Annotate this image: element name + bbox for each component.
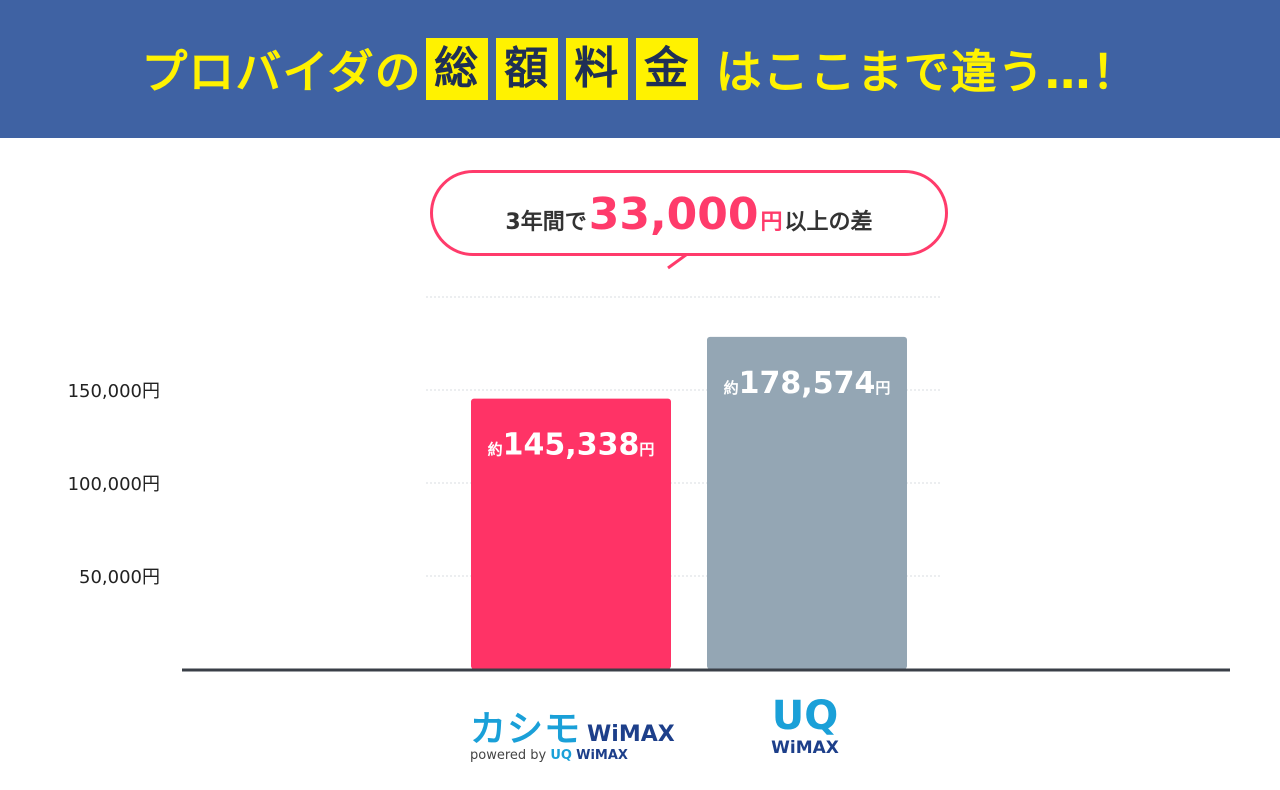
title-after: はここまで違う…！ [715, 45, 1139, 99]
title-before: プロバイダの [141, 45, 422, 99]
callout-unit: 円 [760, 210, 783, 235]
uq-wimax-logo: UQ WiMAX [755, 694, 855, 766]
kashimo-wimax-logo: カシモ WiMAX powered by UQ WiMAX [470, 700, 675, 763]
title-box-4: 金 [635, 38, 698, 100]
bar [471, 398, 671, 669]
header-banner: プロバイダの 総 額 料 金 はここまで違う…！ [0, 0, 1280, 138]
kashimo-logo-powered: powered by [470, 748, 547, 763]
y-tick-label: 100,000円 [68, 474, 160, 495]
uq-logo-wimax: WiMAX [771, 738, 839, 758]
callout-suffix: 以上の差 [784, 210, 873, 235]
title-box-3: 料 [565, 38, 628, 100]
kashimo-logo-sub-wimax: WiMAX [576, 748, 628, 763]
bar [707, 336, 907, 669]
title-box-1: 総 [425, 38, 488, 100]
callout-prefix: 3年間で [505, 210, 587, 235]
difference-callout: 3年間で 33,000 円 以上の差 [430, 170, 948, 256]
page-title: プロバイダの 総 額 料 金 はここまで違う…！ [141, 36, 1138, 102]
title-box-2: 額 [495, 38, 558, 100]
y-tick-label: 150,000円 [68, 381, 160, 402]
kashimo-logo-uq: UQ [550, 748, 572, 763]
kashimo-logo-kana: カシモ [470, 709, 582, 750]
bar-data-label: 約178,574円 [724, 366, 891, 401]
y-tick-label: 50,000円 [79, 567, 160, 588]
callout-amount: 33,000 [588, 189, 759, 240]
kashimo-logo-wimax: WiMAX [587, 722, 675, 747]
uq-logo-uq: UQ [771, 693, 839, 739]
kashimo-logo-subline: powered by UQ WiMAX [470, 748, 675, 763]
bar-data-label: 約145,338円 [488, 428, 655, 463]
